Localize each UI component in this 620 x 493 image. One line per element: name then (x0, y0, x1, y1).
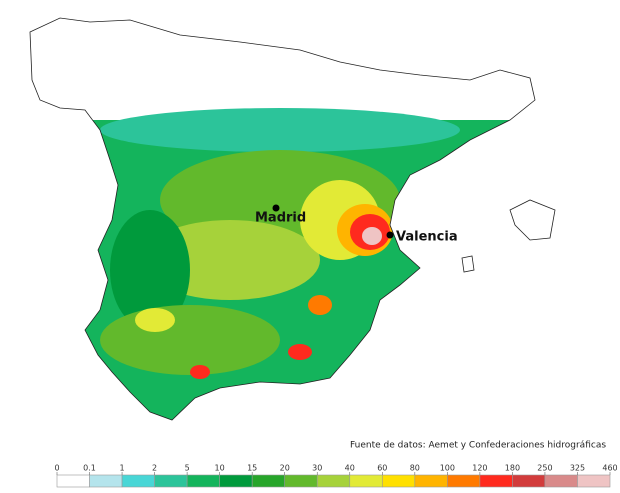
legend-swatch (186, 474, 220, 488)
legend-swatch (447, 474, 481, 488)
legend-swatch (154, 474, 188, 488)
legend-tick-label: 40 (345, 464, 355, 473)
legend-tick-label: 250 (537, 464, 552, 473)
legend-swatch (414, 474, 448, 488)
legend-tick-label: 80 (410, 464, 420, 473)
balearic-islands (461, 199, 556, 273)
legend-swatch (512, 474, 546, 488)
legend-tick-label: 0 (54, 464, 59, 473)
legend-swatch (349, 474, 383, 488)
legend-swatch (251, 474, 286, 488)
legend-tick-label: 1 (120, 464, 125, 473)
legend-swatch (316, 474, 351, 488)
legend-tick-label: 2 (152, 464, 157, 473)
legend-tick-label: 120 (472, 464, 487, 473)
city-label: Madrid (255, 211, 306, 226)
legend-swatch (544, 474, 578, 488)
legend-tick-label: 325 (570, 464, 585, 473)
legend-swatch (479, 474, 513, 488)
legend-swatch (381, 474, 416, 488)
legend-swatch (121, 474, 155, 488)
legend-tick-label: 10 (215, 464, 225, 473)
legend-tick-label: 0.1 (83, 464, 96, 473)
legend-tick-label: 20 (280, 464, 290, 473)
legend-tick-label: 60 (377, 464, 387, 473)
source-note: Fuente de datos: Aemet y Confederaciones… (350, 441, 606, 451)
city-dot (272, 204, 280, 212)
legend: 0 0.1 1 2 5 10 15 20 30 40 60 80 100 120 180 250 325 460 (54, 464, 618, 488)
legend-tick-label: 100 (440, 464, 455, 473)
legend-tick-label: 15 (247, 464, 257, 473)
legend-tick-label: 180 (505, 464, 520, 473)
legend-swatch (219, 474, 253, 488)
legend-swatch (56, 474, 90, 488)
legend-swatch (577, 474, 611, 488)
legend-swatch (89, 474, 123, 488)
legend-tick-label: 30 (312, 464, 322, 473)
coastline (29, 17, 536, 421)
city-dot (386, 231, 394, 239)
legend-tick-label: 5 (185, 464, 190, 473)
city-label: Valencia (396, 230, 458, 245)
legend-tick-label: 460 (602, 464, 617, 473)
legend-swatch (284, 474, 318, 488)
